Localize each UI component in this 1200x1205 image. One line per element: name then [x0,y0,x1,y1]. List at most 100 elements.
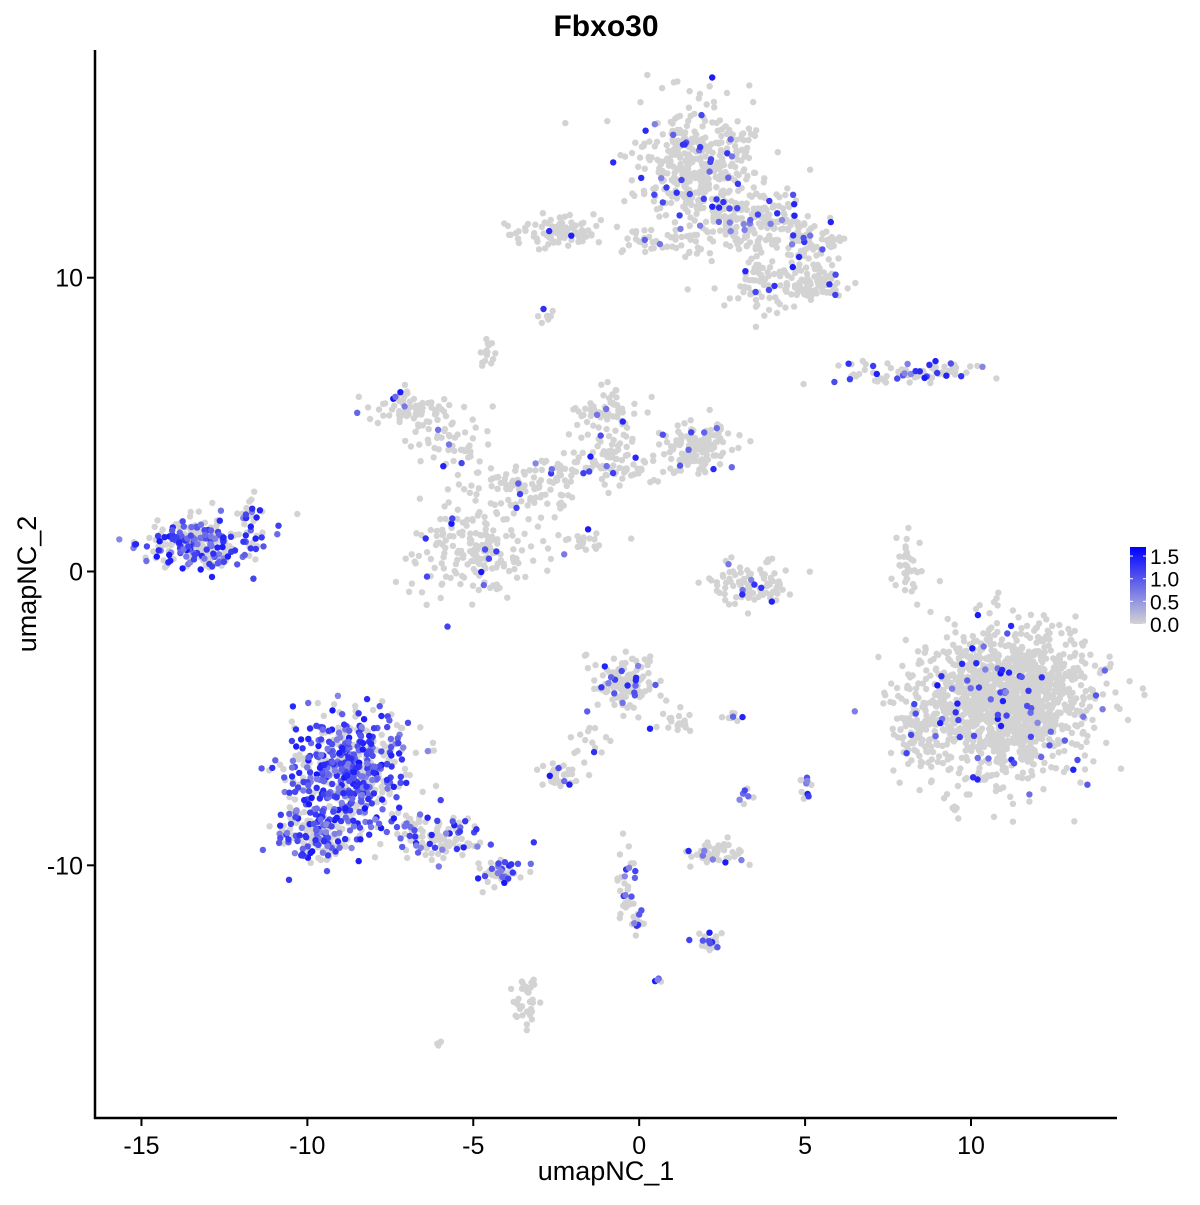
data-point [357,836,364,843]
data-point [428,856,435,864]
data-point [1014,773,1022,781]
data-point [1072,722,1079,729]
data-point [631,689,638,696]
data-point [493,474,500,481]
data-point [1055,740,1062,747]
data-point [728,153,736,160]
data-point [977,667,984,674]
data-point [568,219,575,226]
data-point [1071,818,1078,825]
data-point [1006,695,1013,703]
data-point [305,735,312,743]
data-point [440,854,447,862]
data-point [584,526,592,533]
data-point [567,478,574,485]
data-point [1106,653,1113,660]
data-point [994,680,1002,688]
data-point [487,465,495,472]
data-point [291,796,299,803]
data-point [549,760,556,767]
data-point [386,791,393,798]
data-point [910,557,917,564]
data-point [618,457,626,464]
data-point [448,520,455,527]
data-point [844,285,851,292]
data-point [537,999,544,1006]
data-point [584,664,592,672]
data-point [475,509,483,517]
data-point [412,560,419,567]
data-point [489,403,496,410]
data-point [1039,704,1046,711]
data-point [632,139,639,146]
data-point [195,508,202,515]
data-point [619,699,626,706]
data-point [428,404,435,411]
data-point [289,780,296,787]
data-point [402,555,409,562]
data-point [645,669,652,677]
data-point [677,225,684,233]
data-point [369,706,377,714]
data-point [366,748,374,755]
data-point [706,940,714,947]
data-point [617,910,624,918]
data-point [277,811,284,818]
data-point [684,286,691,293]
data-point [726,205,733,212]
data-point [513,504,520,512]
data-point [861,366,868,374]
data-point [723,89,731,97]
data-point [438,560,445,567]
data-point [804,274,811,282]
data-point [419,833,426,840]
data-point [694,244,702,251]
data-point [686,190,693,198]
data-point [459,446,466,454]
data-point [312,811,319,818]
data-point [758,584,765,591]
data-point [458,459,465,467]
data-point [370,790,378,797]
data-point [1086,703,1094,710]
data-point [424,399,432,407]
data-point [333,794,340,801]
data-point [741,226,748,234]
data-point [359,746,366,753]
data-point [497,479,504,487]
data-point [1089,716,1096,724]
data-point [530,557,537,564]
data-point [686,727,694,734]
data-point [722,231,729,238]
data-point [404,390,411,397]
data-point [950,661,957,668]
data-point [1041,649,1048,656]
data-point [1029,772,1036,779]
data-point [1062,641,1070,648]
data-point [305,754,312,761]
data-point [308,794,315,801]
data-point [1033,624,1041,631]
data-point [747,570,754,577]
data-point [400,744,407,751]
data-point [469,416,476,423]
data-point [827,243,835,251]
data-point [604,117,611,125]
data-point [698,172,706,179]
data-point [374,419,381,427]
data-point [939,759,947,767]
data-point [941,695,948,702]
data-point [984,688,991,695]
data-point [1126,678,1133,685]
data-point [167,557,174,564]
data-point [379,740,387,747]
data-point [612,387,619,394]
data-point [435,863,442,870]
data-point [572,777,580,785]
data-point [188,523,195,531]
data-point [726,568,733,576]
data-point [610,436,617,444]
data-point [1068,636,1075,644]
data-point [597,216,605,224]
